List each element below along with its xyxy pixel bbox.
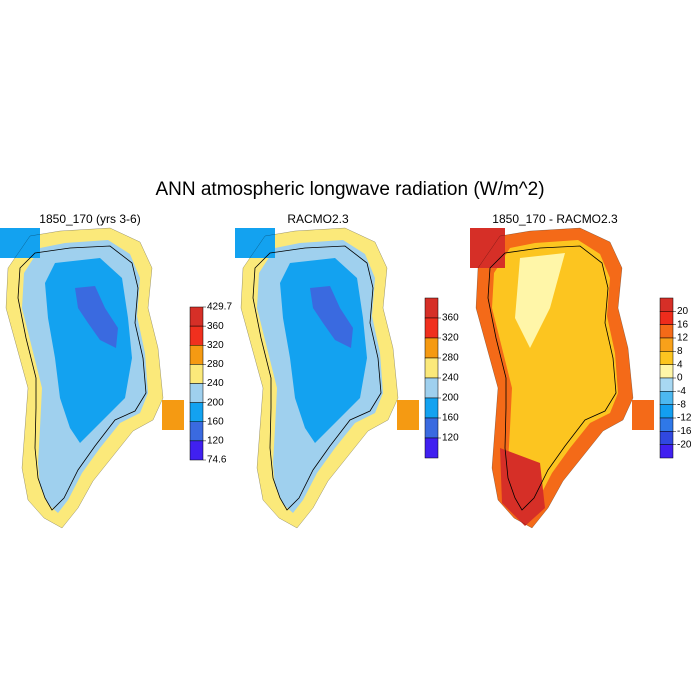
colorbar-segment (189, 345, 204, 365)
colorbar-segment (189, 440, 204, 461)
colorbar-segment (424, 317, 439, 339)
colorbar-segment (189, 402, 204, 422)
colorbar-segment (659, 431, 674, 445)
colorbar-segment (424, 357, 439, 379)
island (397, 400, 419, 430)
map-outline (240, 227, 399, 529)
map-land (0, 228, 40, 258)
colorbar-label: 200 (207, 397, 224, 408)
colorbar-label: -4 (677, 386, 686, 397)
colorbar-segment (659, 404, 674, 419)
colorbar-label: 280 (442, 353, 459, 364)
colorbar-segment (424, 377, 439, 399)
colorbar-label: 4 (677, 359, 683, 370)
map (235, 227, 419, 529)
colorbar-label: 240 (442, 373, 459, 384)
colorbar-label: 120 (207, 436, 224, 447)
colorbar-segment (659, 337, 674, 352)
colorbar-segment (189, 383, 204, 403)
colorbar-segment (659, 311, 674, 325)
colorbar-segment (659, 364, 674, 379)
map (470, 227, 654, 529)
colorbar-label: -20 (677, 439, 692, 450)
colorbar-segment (424, 417, 439, 439)
panel-subtitle: RACMO2.3 (287, 212, 349, 226)
colorbar-label: 12 (677, 333, 689, 344)
colorbar-segment (659, 351, 674, 365)
colorbar-label: 200 (442, 393, 459, 404)
colorbar-segment (189, 364, 204, 384)
colorbar-segment (659, 391, 674, 405)
colorbar-segment (189, 421, 204, 442)
map-outline (5, 227, 164, 529)
map-inner-fill (515, 253, 565, 348)
colorbar-label: 360 (207, 321, 224, 332)
colorbar-label: 280 (207, 359, 224, 370)
colorbar-segment (659, 444, 674, 459)
colorbar-segment (424, 397, 439, 419)
colorbar-label: 160 (207, 416, 224, 427)
map-south-fill (500, 448, 545, 526)
figure-title: ANN atmospheric longwave radiation (W/m^… (155, 179, 544, 200)
colorbar-label: 320 (207, 340, 224, 351)
colorbar-segment (659, 324, 674, 339)
island (162, 400, 184, 430)
colorbar-label: 429.7 (207, 302, 232, 313)
colorbar-label: 74.6 (207, 455, 227, 466)
map-coastline (252, 245, 382, 511)
colorbar-segment (424, 337, 439, 359)
colorbar-segment (659, 377, 674, 392)
colorbar-label: 240 (207, 378, 224, 389)
colorbar-label: -16 (677, 426, 692, 437)
colorbar-label: 120 (442, 433, 459, 444)
colorbar-segment (659, 417, 674, 432)
colorbar-segment (189, 306, 204, 327)
panel-subtitle: 1850_170 (yrs 3-6) (39, 212, 140, 226)
map-land (235, 228, 275, 258)
colorbar-label: -12 (677, 413, 692, 424)
map-core-fill (310, 286, 353, 348)
panel-subtitle: 1850_170 - RACMO2.3 (492, 212, 618, 226)
colorbar-label: 0 (677, 373, 683, 384)
map-inner-fill (45, 258, 132, 443)
colorbar-segment (189, 325, 204, 346)
map-core-fill (75, 286, 118, 348)
colorbar-segment (659, 297, 674, 312)
map-land (470, 228, 505, 268)
colorbar-label: 160 (442, 413, 459, 424)
map-inner-fill (280, 258, 367, 443)
colorbar-label: 20 (677, 306, 689, 317)
map-coastline (487, 245, 617, 511)
colorbar-segment (424, 297, 439, 319)
colorbar-label: 360 (442, 313, 459, 324)
colorbar-label: 8 (677, 346, 683, 357)
colorbar-label: 16 (677, 319, 689, 330)
colorbar-label: -8 (677, 399, 686, 410)
map (0, 227, 184, 529)
map-outline (475, 227, 634, 529)
colorbar-label: 320 (442, 333, 459, 344)
map-coastline (17, 245, 147, 511)
colorbar-segment (424, 437, 439, 459)
island (632, 400, 654, 430)
